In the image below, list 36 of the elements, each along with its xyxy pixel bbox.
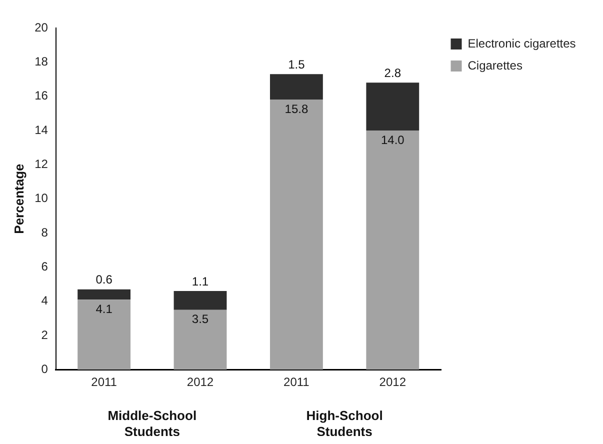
data-label: 1.5	[288, 57, 306, 72]
data-label: 2.8	[384, 66, 402, 80]
text: Middle-School Students	[108, 408, 197, 440]
text: High-School Students	[306, 408, 383, 440]
bar	[78, 300, 131, 370]
y-tick-label: 0	[41, 362, 48, 376]
y-tick-label: 14	[34, 122, 48, 137]
data-label: 4.1	[96, 302, 113, 316]
bar	[78, 289, 131, 300]
y-tick-label: 20	[34, 20, 48, 34]
y-tick-label: 18	[34, 54, 48, 68]
data-label: 1.1	[192, 274, 209, 288]
data-label: 14.0	[380, 132, 405, 147]
y-tick-label: 12	[34, 156, 48, 171]
y-tick-label: 6	[41, 259, 48, 274]
data-label: 15.8	[284, 102, 308, 116]
x-tick-label: 2011	[284, 375, 310, 390]
y-axis-title: Percentage	[11, 164, 26, 234]
bar	[270, 100, 323, 370]
y-tick-label: 10	[34, 191, 48, 206]
legend-label: Electronic cigarettes	[468, 36, 576, 50]
x-tick-label: 2012	[186, 375, 214, 390]
y-tick-label: 8	[41, 225, 48, 240]
legend-label: Cigarettes	[468, 58, 522, 72]
y-tick-label: 4	[41, 294, 48, 308]
y-tick-label: 2	[41, 328, 48, 342]
bar	[174, 291, 227, 310]
bar	[366, 130, 420, 370]
y-tick-label: 16	[34, 88, 48, 103]
data-label: 3.5	[192, 312, 209, 326]
x-tick-label: 2011	[91, 375, 118, 390]
bar	[366, 82, 420, 130]
bar	[270, 74, 323, 100]
bar	[174, 310, 227, 370]
x-tick-label: 2012	[379, 375, 406, 390]
data-label: 0.6	[96, 272, 113, 287]
